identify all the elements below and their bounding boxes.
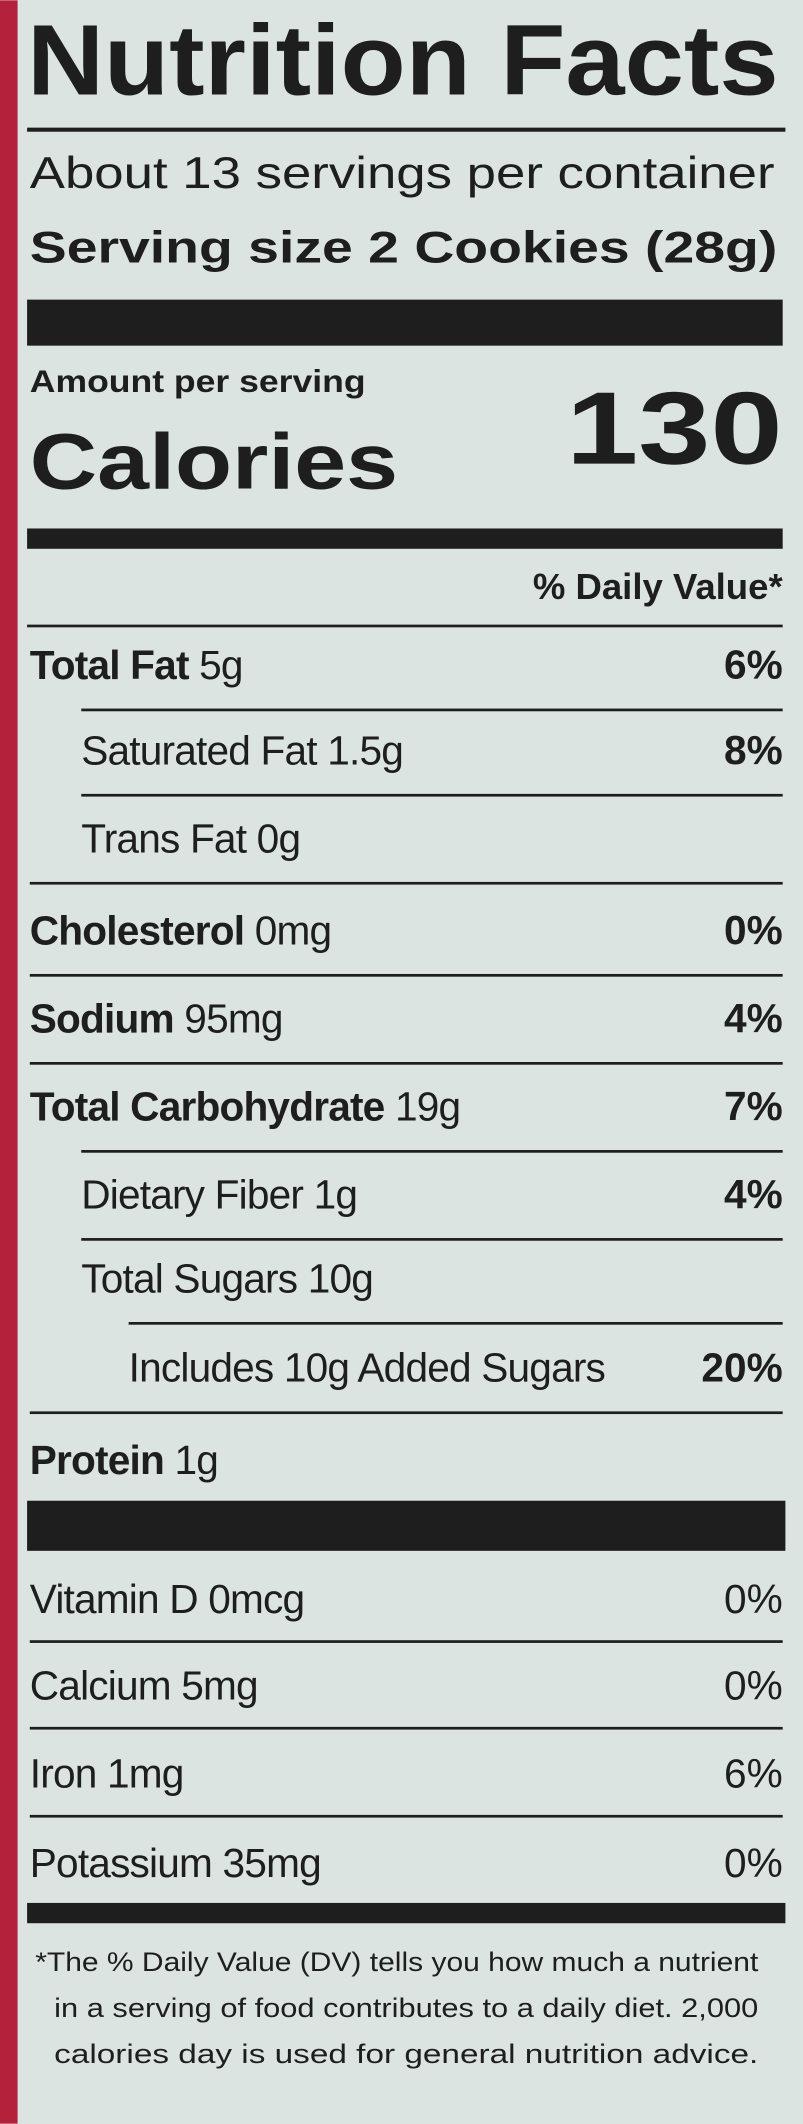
nutrient-name: Saturated Fat [81,727,317,773]
rule [81,1238,783,1241]
nutrient-dv: 4% [724,1171,783,1217]
nutrient-name: Cholesterol [30,907,244,953]
vitamin-label: Calcium 5mg [30,1663,258,1709]
thick-bar [27,1902,786,1924]
vitamin-label: Potassium 35mg [30,1840,321,1886]
rule [29,881,783,885]
nutrient-row: Total Sugars 10g [81,1255,373,1301]
nutrient-dv: 20% [701,1344,782,1390]
rule [81,1150,783,1153]
title: Nutrition Facts [27,5,779,117]
footnote-line: in a serving of food contributes to a da… [54,1992,758,2023]
nutrient-amount: 95mg [184,995,282,1041]
nutrient-name: Includes 10g Added Sugars [129,1344,605,1390]
nutrient-name: Total Fat [30,642,190,688]
serving-size: Serving size 2 Cookies (28g) [30,224,777,273]
rule [29,1062,783,1065]
nutrient-name: Trans Fat [81,815,246,861]
nutrient-name: Total Carbohydrate [30,1083,385,1129]
nutrient-name: Protein [30,1437,164,1483]
nutrient-row: Cholesterol 0mg [30,907,332,953]
thick-bar [27,299,783,346]
rule [81,708,783,712]
nutrient-row: Saturated Fat 1.5g [81,727,403,773]
nutrient-dv: 6% [724,642,783,688]
nutrient-row: Protein 1g [30,1437,218,1483]
footnote-line: calories day is used for general nutriti… [54,2038,758,2069]
vitamin-dv: 0% [724,1840,783,1886]
rule [29,1411,783,1415]
nutrient-row: Includes 10g Added Sugars [129,1344,605,1390]
nutrient-dv: 7% [724,1083,783,1129]
rows: Total Fat 5g 6% Saturated Fat 1.5g 8% Trans … [29,642,783,2069]
nutrient-amount: 1.5g [327,727,403,773]
rule [27,127,786,132]
rule [81,793,783,797]
thick-bar [27,528,783,549]
nutrient-row: Total Fat 5g [30,642,243,688]
nutrient-amount: 10g [308,1255,373,1301]
nutrient-amount: 1g [174,1437,218,1483]
dv-header: % Daily Value* [533,566,784,607]
nutrient-row: Sodium 95mg [30,995,283,1041]
package-edge [0,0,18,2124]
servings: About 13 servings per container [30,149,775,198]
nutrient-dv: 8% [724,727,783,773]
rule [29,1640,783,1643]
rule [27,624,783,628]
nutrient-amount: 0mg [255,907,332,953]
nutrient-dv: 0% [724,907,783,953]
calories-label: Calories [30,417,398,505]
nutrient-row: Dietary Fiber 1g [81,1171,357,1217]
calories-value: 130 [566,371,783,486]
vitamin-label: Vitamin D 0mcg [30,1576,305,1622]
vitamin-dv: 0% [724,1663,783,1709]
nutrient-amount: 0g [257,815,301,861]
nutrient-amount: 1g [314,1171,358,1217]
rule [29,973,783,977]
vitamin-dv: 6% [724,1751,783,1797]
vitamin-label: Iron 1mg [30,1751,184,1797]
rule [29,1726,783,1730]
nutrient-row: Trans Fat 0g [81,815,300,861]
nutrient-name: Dietary Fiber [81,1171,303,1217]
nutrient-dv: 4% [724,995,783,1041]
rule [29,1814,783,1818]
nutrient-amount: 5g [199,642,243,688]
nutrient-row: Total Carbohydrate 19g [30,1083,460,1129]
nutrient-amount: 19g [395,1083,460,1129]
footnote-line: *The % Daily Value (DV) tells you how mu… [35,1946,759,1977]
rule [128,1321,783,1325]
nutrient-name: Sodium [30,995,174,1041]
nutrient-name: Total Sugars [81,1255,297,1301]
thick-bar [27,1500,786,1551]
amount-per-serving: Amount per serving [30,364,366,399]
vitamin-dv: 0% [724,1576,783,1622]
